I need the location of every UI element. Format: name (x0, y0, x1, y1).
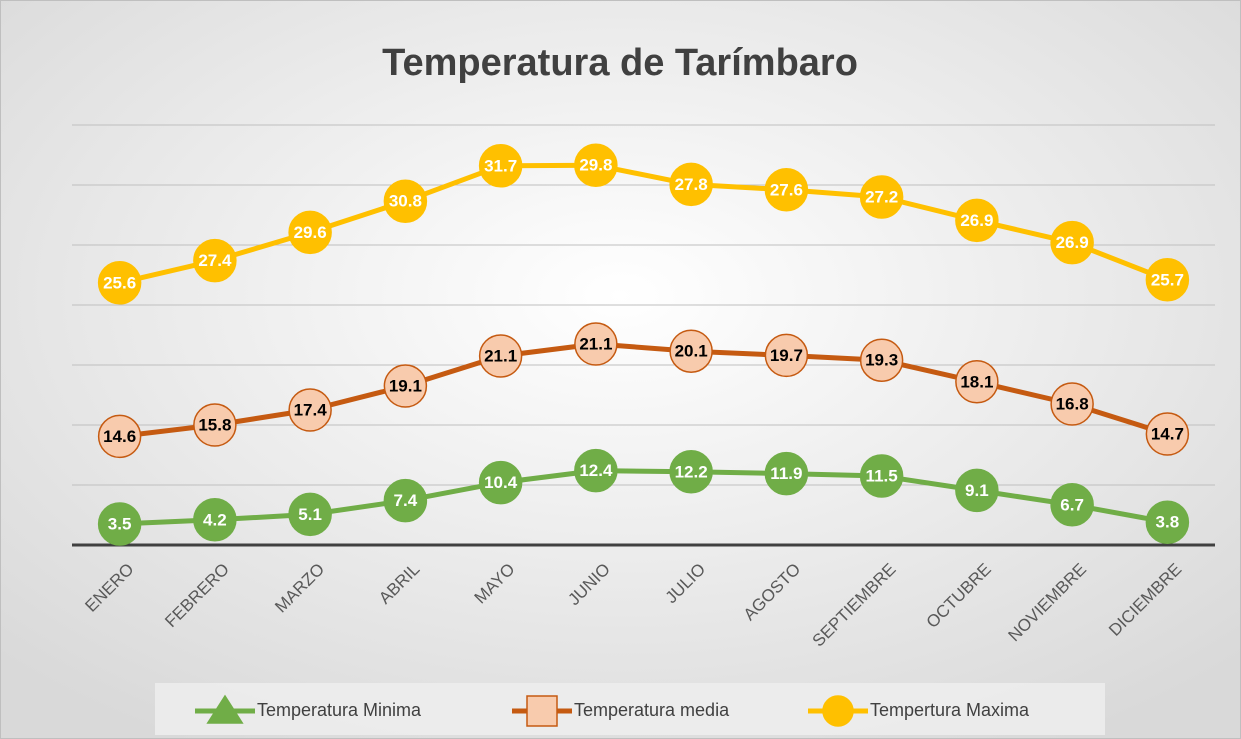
data-point (478, 460, 523, 505)
data-point (288, 210, 332, 255)
data-label: 14.6 (103, 427, 136, 446)
data-point (383, 179, 428, 223)
data-point (97, 502, 142, 546)
data-label: 19.7 (770, 346, 803, 365)
data-label: 31.7 (484, 156, 517, 175)
data-point (669, 450, 713, 494)
data-label: 5.1 (298, 505, 322, 524)
data-point (193, 238, 237, 283)
data-point (859, 175, 904, 219)
data-label: 25.6 (103, 273, 136, 292)
data-point (764, 168, 809, 212)
data-label: 14.7 (1151, 424, 1184, 443)
data-point (574, 322, 618, 366)
data-point (574, 143, 618, 187)
data-point (764, 451, 809, 496)
data-label: 18.1 (960, 372, 993, 391)
data-point (859, 338, 904, 382)
data-point (1050, 220, 1094, 265)
data-point (478, 144, 523, 188)
data-point (669, 162, 713, 207)
data-point (669, 329, 713, 373)
data-point (193, 498, 237, 542)
data-point (97, 414, 142, 459)
data-point (574, 448, 618, 493)
data-label: 7.4 (394, 491, 418, 510)
data-label: 15.8 (198, 415, 231, 434)
legend-label: Tempertura Maxima (870, 700, 1030, 720)
legend-label: Temperatura Minima (257, 700, 422, 720)
data-point (478, 334, 523, 378)
data-label: 20.1 (675, 342, 708, 361)
data-label: 21.1 (579, 334, 612, 353)
data-point (859, 454, 904, 498)
data-label: 27.4 (198, 251, 232, 270)
data-label: 27.8 (675, 175, 708, 194)
data-label: 12.2 (675, 462, 708, 481)
data-point (1145, 412, 1190, 456)
chart-title: Temperatura de Tarímbaro (382, 42, 858, 84)
data-point (288, 492, 332, 537)
data-label: 6.7 (1060, 495, 1084, 514)
data-label: 25.7 (1151, 270, 1184, 289)
data-label: 4.2 (203, 510, 227, 529)
data-label: 9.1 (965, 481, 989, 500)
legend-marker (526, 695, 558, 727)
legend-marker (206, 694, 244, 724)
data-label: 26.9 (1056, 233, 1089, 252)
data-point (383, 478, 428, 523)
data-point (955, 468, 999, 513)
data-point (1050, 483, 1094, 527)
data-label: 3.5 (108, 514, 132, 533)
data-point (955, 198, 999, 243)
data-point (193, 403, 237, 447)
data-label: 27.6 (770, 180, 803, 199)
data-label: 16.8 (1056, 394, 1089, 413)
data-label: 3.8 (1156, 513, 1180, 532)
legend-box (155, 683, 1105, 735)
data-point (97, 261, 142, 305)
data-label: 30.8 (389, 192, 422, 211)
data-point (1145, 258, 1190, 302)
legend-label: Temperatura media (574, 700, 730, 720)
data-point (383, 364, 428, 408)
data-point (764, 333, 809, 378)
data-label: 11.9 (770, 464, 802, 483)
data-point (1050, 382, 1094, 426)
data-label: 21.1 (484, 346, 517, 365)
data-label: 11.5 (866, 466, 898, 485)
data-label: 26.9 (960, 211, 993, 230)
data-label: 19.1 (389, 376, 422, 395)
data-label: 27.2 (865, 187, 898, 206)
data-label: 29.6 (294, 223, 327, 242)
data-label: 17.4 (294, 400, 328, 419)
data-point (288, 388, 332, 432)
data-label: 19.3 (865, 351, 898, 370)
data-point (1145, 500, 1190, 544)
data-label: 12.4 (579, 461, 613, 480)
data-label: 29.8 (579, 156, 612, 175)
data-label: 10.4 (484, 473, 518, 492)
data-point (955, 360, 999, 404)
legend-marker (822, 695, 854, 727)
